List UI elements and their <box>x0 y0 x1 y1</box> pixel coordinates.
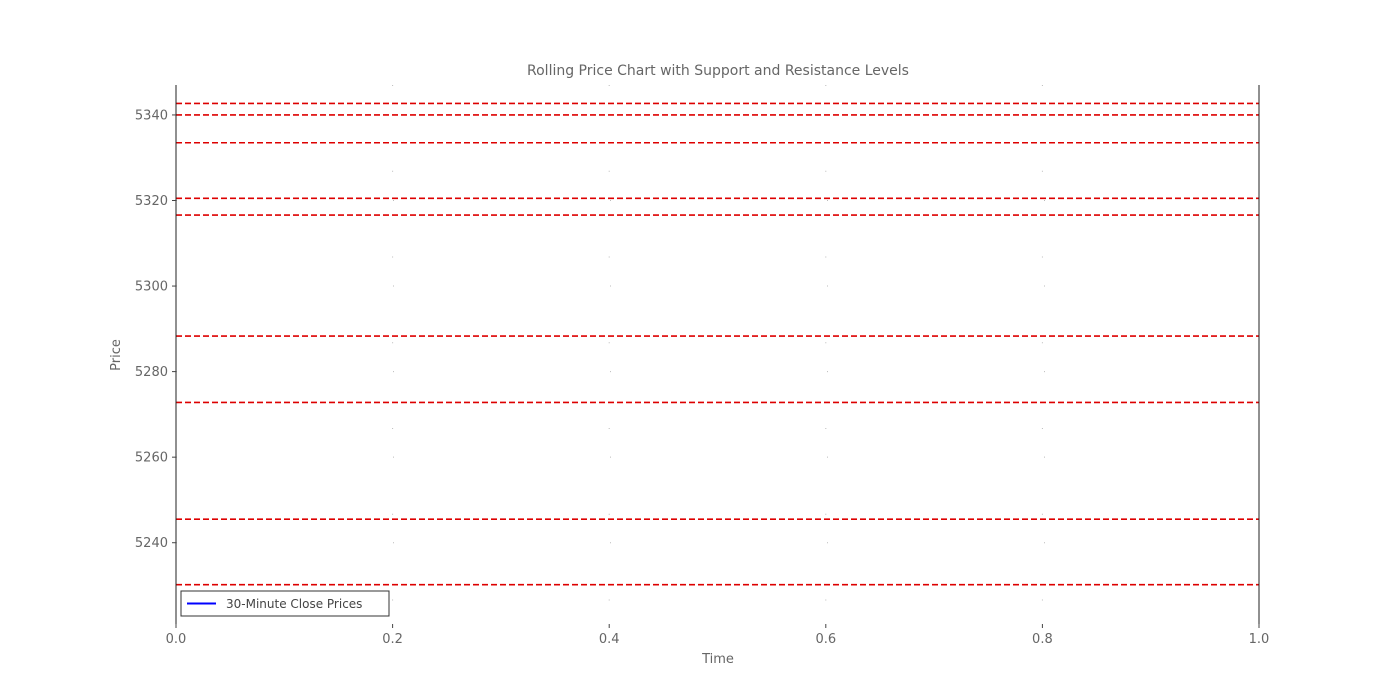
x-tick-label-4: 0.8 <box>1032 632 1053 647</box>
axes-layer <box>175 85 1260 624</box>
y-ticks: 5240 5260 5280 5300 5320 5340 <box>135 108 176 551</box>
x-tick-label-3: 0.6 <box>815 632 836 647</box>
y-tick-label-5: 5340 <box>135 108 168 123</box>
x-axis-label: Time <box>701 652 734 667</box>
support-resistance-levels <box>176 102 1259 586</box>
y-tick-label-4: 5320 <box>135 194 168 209</box>
y-tick-label-2: 5280 <box>135 365 168 380</box>
chart-title: Rolling Price Chart with Support and Res… <box>527 63 909 79</box>
y-tick-label-3: 5300 <box>135 280 168 295</box>
x-tick-label-2: 0.4 <box>599 632 620 647</box>
legend: 30-Minute Close Prices <box>180 590 390 617</box>
grid-layer <box>175 85 1260 624</box>
legend-label: 30-Minute Close Prices <box>226 597 362 611</box>
y-tick-label-0: 5240 <box>135 536 168 551</box>
y-axis-label: Price <box>109 339 124 371</box>
x-tick-label-5: 1.0 <box>1249 632 1270 647</box>
x-tick-label-0: 0.0 <box>166 632 187 647</box>
y-tick-label-1: 5260 <box>135 451 168 466</box>
x-ticks: 0.0 0.2 0.4 0.6 0.8 1.0 <box>166 624 1270 647</box>
x-tick-label-1: 0.2 <box>382 632 403 647</box>
